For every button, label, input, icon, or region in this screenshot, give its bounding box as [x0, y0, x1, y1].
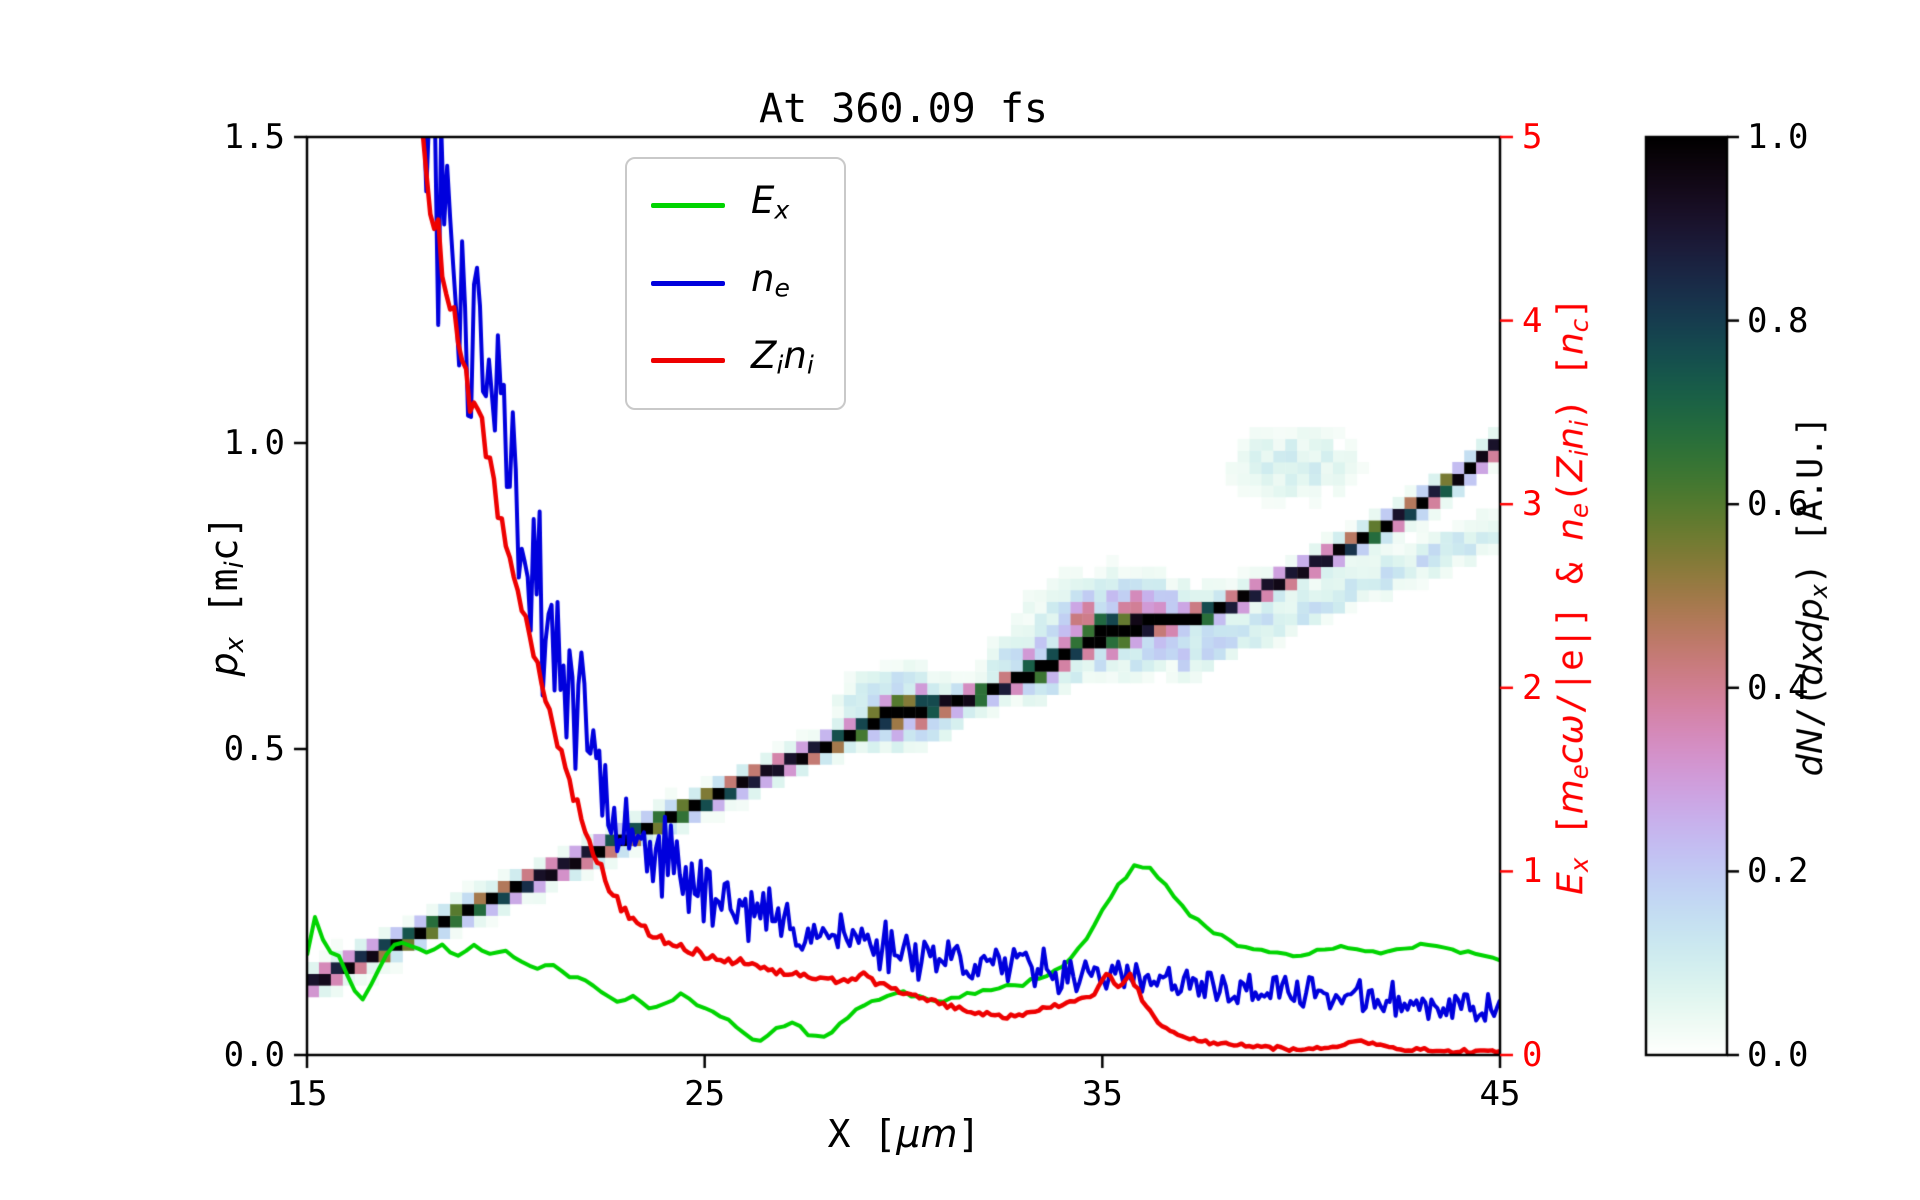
y-right-tick-label: 3	[1522, 484, 1543, 525]
y-right-tick-label: 0	[1522, 1035, 1543, 1075]
legend-label-zini: Zini	[751, 334, 814, 380]
colorbar-tick-label: 0.4	[1747, 667, 1809, 708]
y-left-tick-label: 0.0	[223, 1035, 285, 1075]
colorbar-tick-label: 0.8	[1747, 300, 1809, 341]
colorbar-tick-label: 0.0	[1747, 1035, 1809, 1075]
x-tick-label: 25	[684, 1074, 726, 1114]
legend-label-ne: ne	[751, 256, 790, 303]
x-tick-label: 15	[286, 1074, 328, 1114]
colorbar-tick-label: 0.2	[1747, 851, 1809, 892]
legend-item-zini: Zini	[651, 336, 814, 386]
y-left-tick-label: 1.0	[223, 423, 285, 463]
y-left-tick-label: 1.5	[223, 117, 285, 157]
legend-item-ne: ne	[651, 256, 814, 309]
legend-item-ex: Ex	[651, 181, 814, 231]
legend-line-ex	[651, 203, 725, 209]
y-axis-label-left: px [mic]	[202, 515, 250, 677]
y-left-tick-label: 0.5	[223, 729, 285, 769]
y-right-tick-label: 4	[1522, 300, 1543, 341]
y-right-tick-label: 1	[1522, 851, 1543, 892]
legend-line-zini	[651, 358, 725, 364]
legend: Ex ne Zini	[625, 157, 846, 410]
x-axis-label: X [μm]	[827, 1112, 981, 1156]
y-right-tick-label: 2	[1522, 667, 1543, 708]
colorbar-label: dN/(dxdpx) [A.U.]	[1790, 415, 1834, 777]
y-right-tick-label: 5	[1522, 117, 1543, 157]
colorbar-tick-label: 0.6	[1747, 484, 1809, 525]
x-tick-label: 35	[1081, 1074, 1123, 1114]
y-axis-label-right: Ex [mecω/|e|] & ne(Zini) [nc]	[1550, 297, 1594, 895]
colorbar-tick-label: 1.0	[1747, 117, 1809, 157]
legend-line-ne	[651, 280, 725, 286]
legend-label-ex: Ex	[751, 179, 790, 225]
x-tick-label: 45	[1479, 1074, 1521, 1114]
chart-title: At 360.09 fs	[759, 86, 1048, 132]
